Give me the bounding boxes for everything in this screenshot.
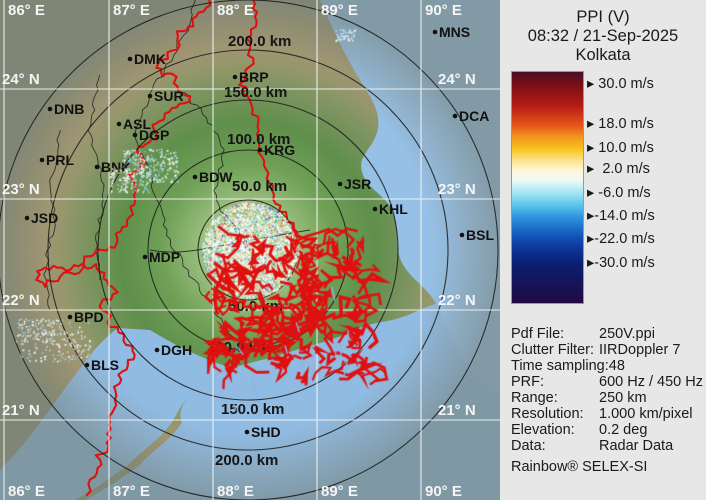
svg-text:200.0 km: 200.0 km (228, 33, 291, 50)
svg-text:KHL: KHL (379, 201, 408, 217)
svg-text:50.0 km: 50.0 km (232, 178, 287, 195)
svg-text:22° N: 22° N (2, 292, 40, 309)
svg-text:BSL: BSL (466, 227, 494, 243)
svg-text:100.0 km: 100.0 km (207, 339, 270, 356)
svg-text:21° N: 21° N (438, 402, 476, 419)
svg-text:90° E: 90° E (425, 483, 462, 500)
svg-text:86° E: 86° E (8, 2, 45, 19)
svg-text:PRL: PRL (46, 152, 74, 168)
svg-text:KRG: KRG (264, 142, 295, 158)
svg-text:22° N: 22° N (438, 292, 476, 309)
svg-text:BNK: BNK (101, 159, 131, 175)
svg-text:SUR: SUR (154, 88, 184, 104)
svg-text:150.0 km: 150.0 km (224, 84, 287, 101)
svg-text:89° E: 89° E (321, 2, 358, 19)
svg-text:JSR: JSR (344, 176, 371, 192)
svg-text:DGP: DGP (139, 127, 169, 143)
svg-text:88° E: 88° E (217, 483, 254, 500)
svg-text:90° E: 90° E (425, 2, 462, 19)
svg-text:BPD: BPD (74, 309, 104, 325)
svg-text:DGH: DGH (161, 342, 192, 358)
svg-text:BLS: BLS (91, 357, 119, 373)
svg-text:87° E: 87° E (113, 2, 150, 19)
svg-text:MNS: MNS (439, 24, 470, 40)
svg-text:BDW: BDW (199, 169, 233, 185)
svg-text:50.0 km: 50.0 km (228, 298, 283, 315)
svg-text:88° E: 88° E (217, 2, 254, 19)
svg-text:24° N: 24° N (438, 71, 476, 88)
svg-text:DMK: DMK (134, 51, 166, 67)
svg-text:SHD: SHD (251, 424, 281, 440)
svg-text:23° N: 23° N (2, 181, 40, 198)
svg-text:86° E: 86° E (8, 483, 45, 500)
svg-text:87° E: 87° E (113, 483, 150, 500)
svg-text:21° N: 21° N (2, 402, 40, 419)
svg-text:MDP: MDP (149, 249, 180, 265)
svg-text:23° N: 23° N (438, 181, 476, 198)
svg-text:89° E: 89° E (321, 483, 358, 500)
svg-text:150.0 km: 150.0 km (221, 401, 284, 418)
svg-text:JSD: JSD (31, 210, 58, 226)
svg-text:DCA: DCA (459, 108, 489, 124)
svg-text:BRP: BRP (239, 69, 269, 85)
svg-text:DNB: DNB (54, 101, 84, 117)
svg-text:24° N: 24° N (2, 71, 40, 88)
svg-text:200.0 km: 200.0 km (215, 452, 278, 469)
